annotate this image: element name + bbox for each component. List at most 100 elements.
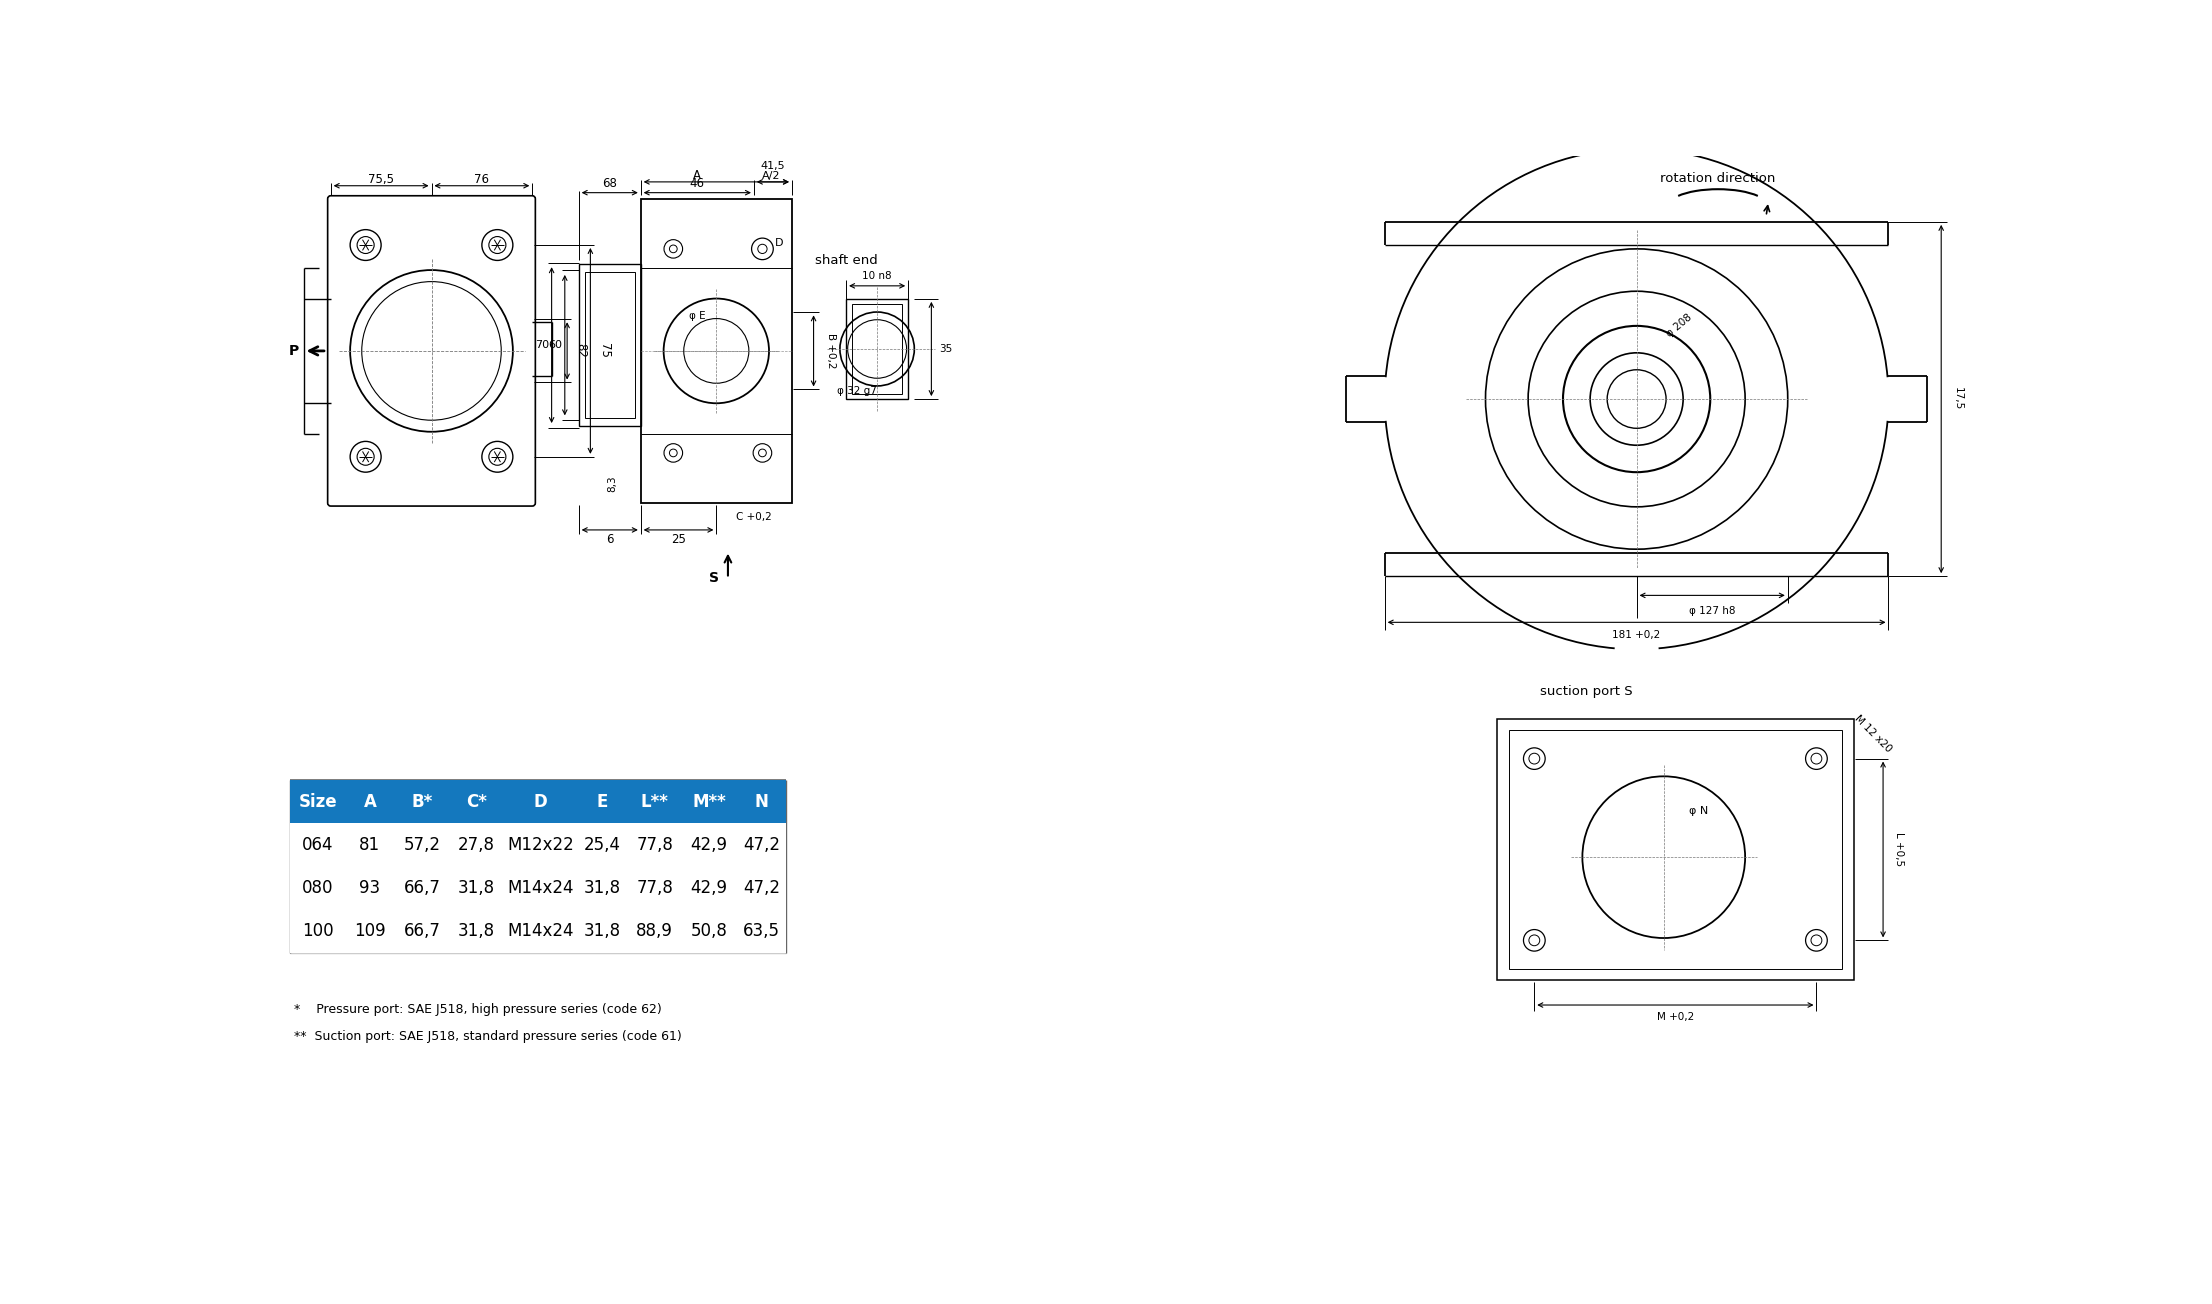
Bar [504, 866, 577, 910]
Bar [577, 866, 628, 910]
Text: D: D [533, 793, 546, 811]
Bar [396, 823, 449, 866]
Bar [737, 866, 787, 910]
Bar [847, 299, 909, 399]
Bar [628, 866, 681, 910]
Text: 68: 68 [602, 177, 617, 190]
Text: 75: 75 [597, 343, 611, 359]
Bar [628, 823, 681, 866]
Text: L +0,5: L +0,5 [1893, 832, 1905, 867]
Bar [681, 823, 737, 866]
Text: 6: 6 [606, 532, 613, 545]
Text: 080: 080 [301, 879, 334, 897]
Bar [577, 780, 628, 823]
Text: M14x24: M14x24 [507, 922, 573, 940]
Text: *    Pressure port: SAE J518, high pressure series (code 62): * Pressure port: SAE J518, high pressure… [294, 1003, 661, 1016]
Text: D: D [774, 237, 783, 248]
Text: C +0,2: C +0,2 [737, 512, 772, 522]
Text: φ E: φ E [688, 312, 706, 321]
Text: A: A [692, 170, 701, 183]
Text: 47,2: 47,2 [743, 836, 781, 854]
Text: 42,9: 42,9 [690, 879, 728, 897]
Text: M 12 x20: M 12 x20 [1851, 713, 1893, 755]
Bar [504, 780, 577, 823]
Bar [290, 910, 345, 953]
Text: 63,5: 63,5 [743, 922, 781, 940]
Bar [681, 866, 737, 910]
Text: 181 +0,2: 181 +0,2 [1613, 630, 1661, 640]
Text: 60: 60 [549, 340, 562, 351]
Text: φ 208: φ 208 [1666, 313, 1694, 339]
Bar [290, 780, 345, 823]
Text: S: S [710, 571, 719, 585]
Text: suction port S: suction port S [1540, 685, 1632, 698]
Bar [737, 780, 787, 823]
Text: 82: 82 [575, 343, 588, 359]
Text: 35: 35 [938, 344, 951, 353]
Text: rotation direction: rotation direction [1661, 172, 1776, 185]
Bar [396, 910, 449, 953]
Bar [628, 780, 681, 823]
Bar [641, 198, 792, 503]
Bar [628, 910, 681, 953]
Bar [1498, 719, 1854, 981]
Text: φ N: φ N [1690, 806, 1708, 816]
Text: L**: L** [641, 793, 668, 811]
Bar [345, 823, 396, 866]
Text: M +0,2: M +0,2 [1657, 1012, 1694, 1022]
Bar [504, 910, 577, 953]
Text: φ 32 g7: φ 32 g7 [836, 386, 876, 396]
Bar [504, 823, 577, 866]
Text: φ 127 h8: φ 127 h8 [1688, 606, 1734, 615]
Text: 70: 70 [535, 340, 549, 351]
Bar [290, 866, 345, 910]
Text: P: P [288, 344, 299, 357]
Bar [396, 780, 449, 823]
Text: 77,8: 77,8 [637, 879, 672, 897]
Text: 46: 46 [690, 177, 706, 190]
Text: M12x22: M12x22 [507, 836, 573, 854]
Text: 76: 76 [473, 173, 489, 186]
Text: 88,9: 88,9 [637, 922, 672, 940]
Bar [345, 780, 396, 823]
Text: C*: C* [467, 793, 487, 811]
Text: Size: Size [299, 793, 336, 811]
Bar [577, 910, 628, 953]
Bar [852, 304, 902, 394]
Text: 66,7: 66,7 [405, 922, 440, 940]
Bar [396, 866, 449, 910]
Text: 31,8: 31,8 [584, 922, 622, 940]
Bar [737, 910, 787, 953]
Text: 31,8: 31,8 [458, 922, 495, 940]
Text: 064: 064 [301, 836, 334, 854]
Text: 66,7: 66,7 [405, 879, 440, 897]
Text: 31,8: 31,8 [458, 879, 495, 897]
Bar [1509, 730, 1843, 969]
Text: A/2: A/2 [761, 171, 781, 181]
Text: **  Suction port: SAE J518, standard pressure series (code 61): ** Suction port: SAE J518, standard pres… [294, 1030, 681, 1043]
Text: 77,8: 77,8 [637, 836, 672, 854]
Text: 27,8: 27,8 [458, 836, 495, 854]
Bar [681, 780, 737, 823]
Text: 47,2: 47,2 [743, 879, 781, 897]
FancyBboxPatch shape [327, 196, 535, 506]
Text: 109: 109 [354, 922, 385, 940]
Bar [584, 273, 635, 419]
Text: M14x24: M14x24 [507, 879, 573, 897]
Text: 17,5: 17,5 [1953, 387, 1964, 411]
Text: 25: 25 [670, 532, 686, 545]
Text: 10 n8: 10 n8 [863, 271, 891, 280]
Text: A: A [363, 793, 376, 811]
Text: 41,5: 41,5 [761, 162, 785, 172]
Bar [580, 265, 641, 426]
Text: 25,4: 25,4 [584, 836, 622, 854]
Bar [737, 823, 787, 866]
Bar [449, 780, 504, 823]
Text: M**: M** [692, 793, 726, 811]
Bar [449, 910, 504, 953]
Text: E: E [597, 793, 608, 811]
Bar [449, 823, 504, 866]
Text: B*: B* [411, 793, 434, 811]
Bar [290, 823, 345, 866]
Bar [449, 866, 504, 910]
